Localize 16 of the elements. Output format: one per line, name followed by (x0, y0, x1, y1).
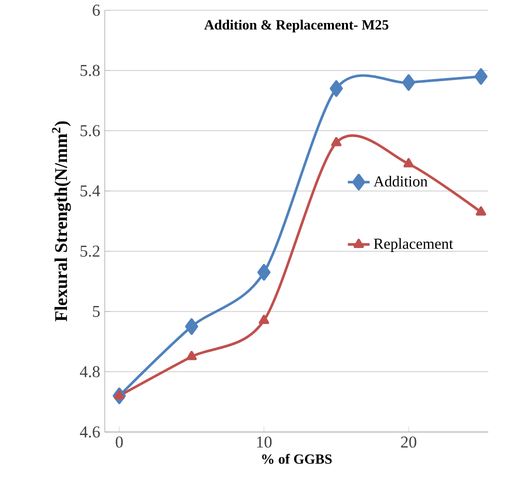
y-tick-label: 5.4 (80, 185, 100, 196)
y-tick-label: 5.6 (80, 124, 100, 136)
x-tick-label: 20 (401, 436, 416, 448)
y-tick-label: 4.8 (80, 366, 100, 378)
y-tick-label: 4.6 (80, 426, 100, 438)
y-axis-title: Flexural Strength(N/mm$^{2}$) (52, 121, 71, 322)
legend-label: Replacement (374, 238, 454, 252)
y-tick-label: 5 (92, 306, 100, 317)
y-tick-label: 5.2 (80, 245, 100, 257)
x-tick-label: 0 (116, 436, 123, 448)
text: Addition & Replacement- M25 (204, 20, 388, 32)
legend-label: Addition (374, 176, 428, 186)
x-tick-label: 10 (257, 436, 272, 448)
x-axis-title: % of GGBS (262, 454, 332, 464)
y-tick-label: 5.8 (80, 64, 100, 76)
y-tick-label: 6 (92, 4, 100, 16)
